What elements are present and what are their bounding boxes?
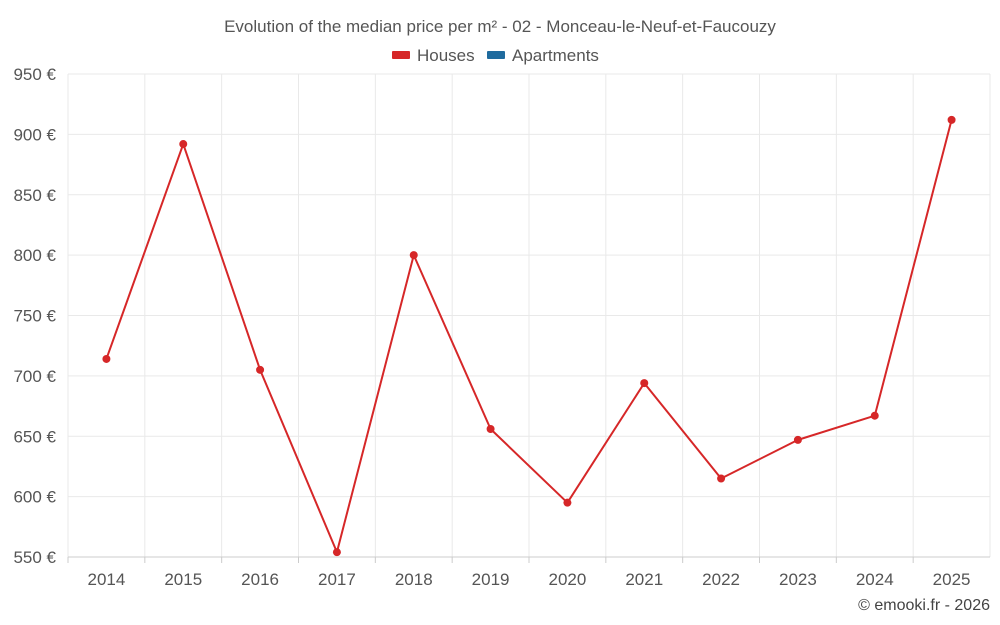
legend-swatch-houses bbox=[392, 51, 410, 59]
data-point-houses-2020[interactable] bbox=[563, 498, 572, 507]
legend[interactable]: Houses Apartments bbox=[392, 46, 599, 65]
series-layer bbox=[102, 115, 956, 557]
y-tick-label: 650 € bbox=[13, 427, 56, 446]
y-tick-label: 900 € bbox=[13, 125, 56, 144]
x-tick-label: 2014 bbox=[88, 570, 126, 589]
data-point-houses-2022[interactable] bbox=[717, 474, 726, 483]
y-axis-ticks: 550 € 600 € 650 € 700 € 750 € 800 € 850 € 900 €… bbox=[13, 65, 56, 567]
data-point-houses-2014[interactable] bbox=[102, 354, 111, 363]
x-tick-label: 2019 bbox=[472, 570, 510, 589]
legend-label-houses: Houses bbox=[417, 46, 475, 65]
y-tick-label: 600 € bbox=[13, 488, 56, 507]
x-tick-label: 2020 bbox=[549, 570, 587, 589]
data-point-houses-2017[interactable] bbox=[332, 548, 341, 557]
x-tick-label: 2018 bbox=[395, 570, 433, 589]
x-tick-label: 2025 bbox=[933, 570, 971, 589]
y-tick-label: 950 € bbox=[13, 65, 56, 84]
data-point-houses-2015[interactable] bbox=[179, 140, 188, 149]
x-tick-label: 2017 bbox=[318, 570, 356, 589]
data-point-houses-2024[interactable] bbox=[870, 411, 879, 420]
y-tick-label: 750 € bbox=[13, 307, 56, 326]
y-tick-label: 800 € bbox=[13, 246, 56, 265]
data-point-houses-2021[interactable] bbox=[640, 379, 649, 388]
credit-text: © emooki.fr - 2026 bbox=[858, 597, 990, 614]
data-point-houses-2019[interactable] bbox=[486, 425, 495, 434]
data-point-houses-2023[interactable] bbox=[793, 435, 802, 444]
chart-title: Evolution of the median price per m² - 0… bbox=[224, 17, 776, 36]
x-tick-label: 2021 bbox=[625, 570, 663, 589]
legend-item-apartments[interactable]: Apartments bbox=[487, 46, 599, 65]
y-tick-label: 850 € bbox=[13, 186, 56, 205]
data-point-houses-2016[interactable] bbox=[256, 365, 265, 374]
legend-swatch-apartments bbox=[487, 51, 505, 59]
x-tick-label: 2015 bbox=[164, 570, 202, 589]
y-tick-label: 700 € bbox=[13, 367, 56, 386]
x-tick-label: 2016 bbox=[241, 570, 279, 589]
legend-item-houses[interactable]: Houses bbox=[392, 46, 475, 65]
x-axis-ticks: 2014 2015 2016 2017 2018 2019 2020 2021 2022 2023… bbox=[67, 557, 971, 589]
y-tick-label: 550 € bbox=[13, 548, 56, 567]
data-point-houses-2018[interactable] bbox=[409, 251, 418, 260]
x-tick-label: 2023 bbox=[779, 570, 817, 589]
series-line-houses bbox=[105, 119, 953, 554]
data-point-houses-2025[interactable] bbox=[947, 115, 956, 124]
legend-label-apartments: Apartments bbox=[512, 46, 599, 65]
x-tick-label: 2022 bbox=[702, 570, 740, 589]
x-tick-label: 2024 bbox=[856, 570, 894, 589]
x-gridlines bbox=[67, 74, 991, 557]
